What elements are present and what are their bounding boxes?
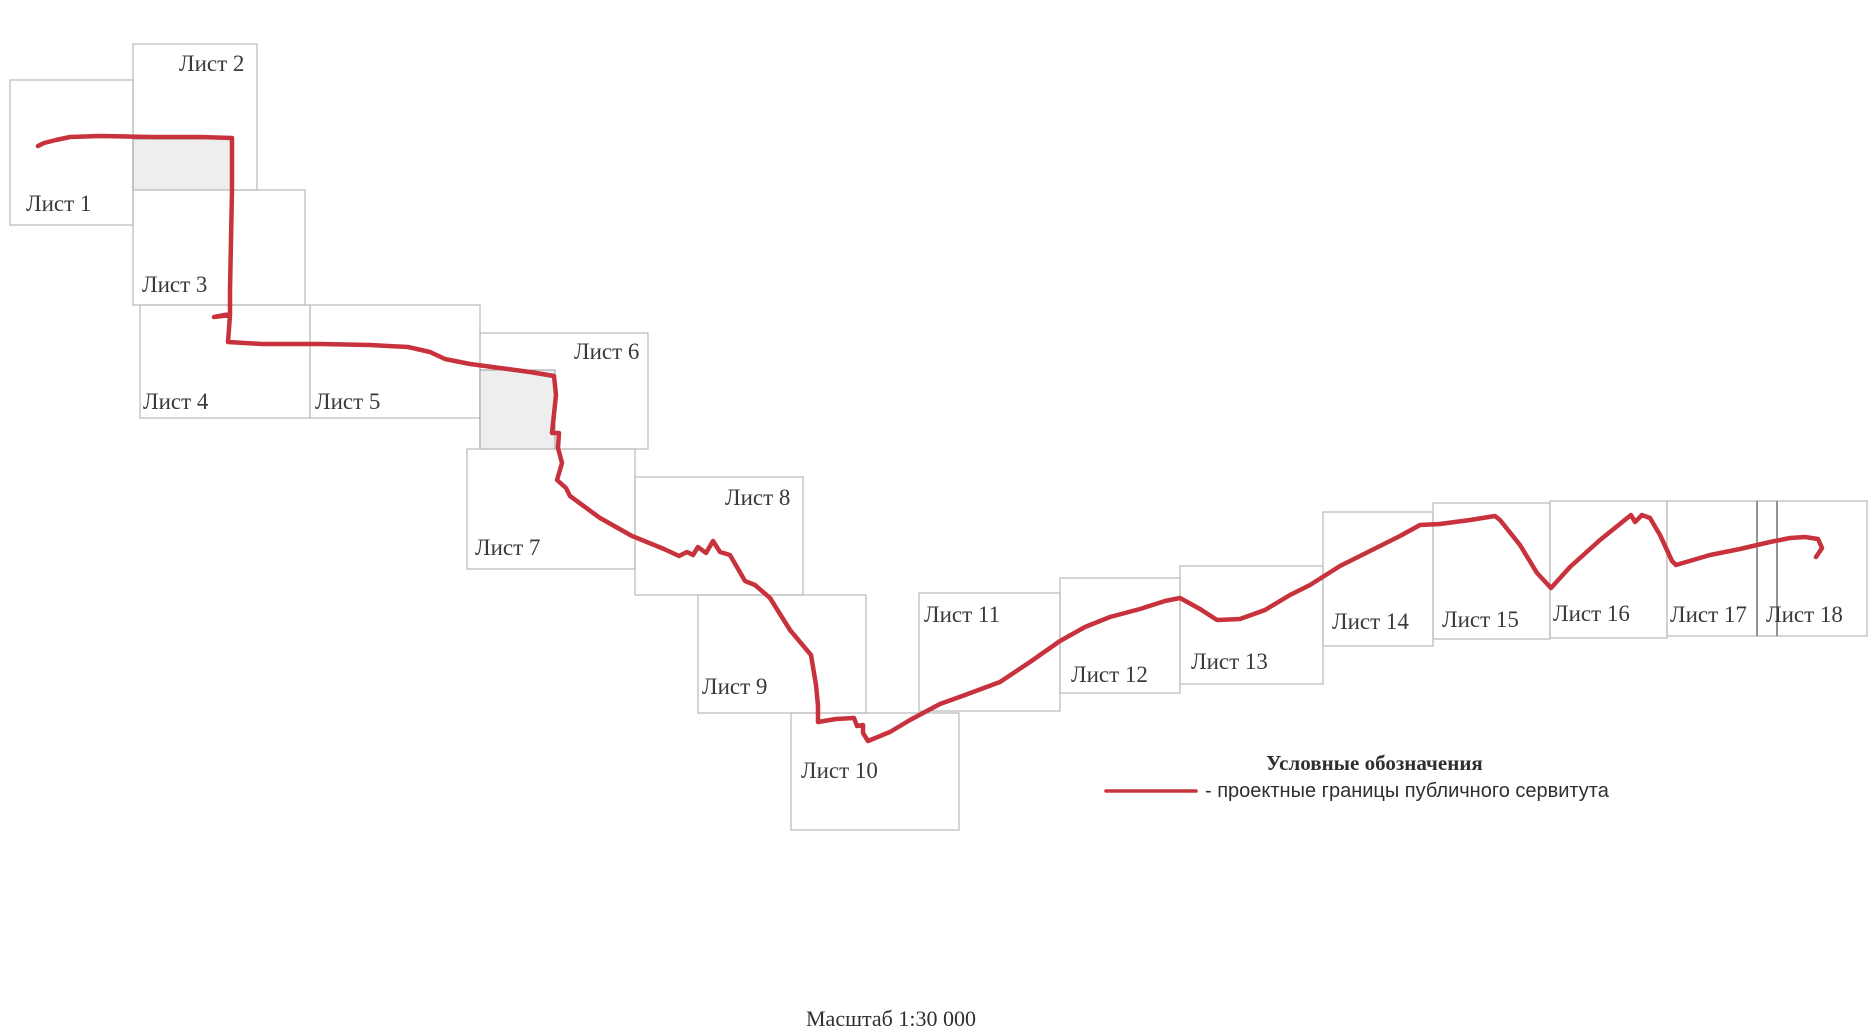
sheet-2: Лист 2: [132, 43, 258, 191]
sheet-9-label: Лист 9: [702, 674, 767, 699]
sheet-18: Лист 18: [1756, 500, 1868, 637]
legend-item-text: - проектные границы публичного сервитута: [1205, 780, 1610, 802]
sheet-9: Лист 9: [697, 594, 867, 714]
sheet-4-label: Лист 4: [143, 389, 209, 414]
sheet-14: Лист 14: [1322, 511, 1434, 647]
sheet-1-label: Лист 1: [26, 191, 91, 216]
sheet-2-label: Лист 2: [179, 51, 244, 76]
map-scale: Масштаб 1:30 000: [806, 1006, 976, 1029]
sheet-18-label: Лист 18: [1766, 602, 1843, 627]
sheet-8: Лист 8: [634, 476, 804, 596]
legend: Условные обозначения - проектные границы…: [1104, 751, 1610, 802]
sheet-16-label: Лист 16: [1553, 601, 1630, 626]
sheet-13: Лист 13: [1179, 565, 1324, 685]
sheet-overlap-shade: [132, 138, 232, 191]
sheet-8-label: Лист 8: [725, 485, 790, 510]
sheet-4: Лист 4: [139, 304, 311, 419]
sheet-5-label: Лист 5: [315, 389, 380, 414]
sheet-12-label: Лист 12: [1071, 662, 1148, 687]
servitude-boundary-route: [35, 133, 1825, 744]
sheet-12: Лист 12: [1059, 577, 1181, 694]
sheet-6-label: Лист 6: [574, 339, 639, 364]
sheet-11-label: Лист 11: [924, 602, 1000, 627]
sheet-10-label: Лист 10: [801, 758, 878, 783]
sheet-6: Лист 6: [479, 332, 649, 450]
legend-title: Условные обозначения: [1266, 751, 1483, 775]
sheet-7: Лист 7: [466, 448, 636, 570]
sheet-10: Лист 10: [790, 712, 960, 831]
sheet-11: Лист 11: [918, 592, 1061, 712]
sheet-14-label: Лист 14: [1332, 609, 1409, 634]
sheet-grid: Лист 1 Лист 2 Лист 3 Лист 4 Лист 5 Лист …: [9, 43, 1868, 831]
sheet-17-label: Лист 17: [1670, 602, 1747, 627]
sheet-15: Лист 15: [1432, 502, 1551, 640]
sheet-17: Лист 17: [1666, 500, 1778, 637]
sheet-15-label: Лист 15: [1442, 607, 1519, 632]
sheet-7-label: Лист 7: [475, 535, 540, 560]
sheet-1: Лист 1: [9, 79, 134, 226]
sheet-5: Лист 5: [309, 304, 481, 419]
sheet-3: Лист 3: [132, 189, 306, 306]
sheet-13-label: Лист 13: [1191, 649, 1268, 674]
sheet-overlap-shade: [479, 369, 556, 450]
sheet-3-label: Лист 3: [142, 272, 207, 297]
